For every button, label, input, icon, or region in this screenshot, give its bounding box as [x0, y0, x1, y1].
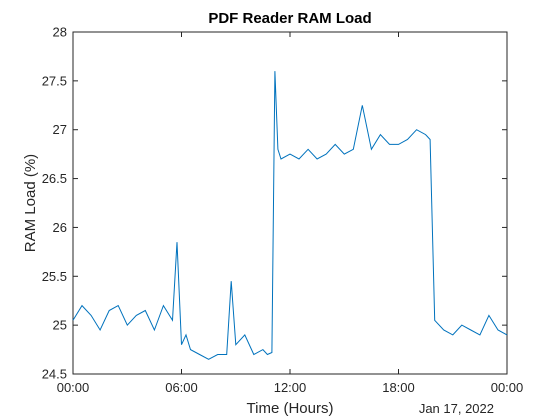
x-tick-label: 06:00 — [165, 380, 198, 395]
chart-title: PDF Reader RAM Load — [208, 10, 371, 27]
y-tick-label: 27.5 — [42, 73, 67, 88]
date-label: Jan 17, 2022 — [419, 401, 494, 416]
x-tick-label: 00:00 — [491, 380, 524, 395]
x-tick-label: 00:00 — [57, 380, 90, 395]
x-tick-label: 18:00 — [382, 380, 415, 395]
y-tick-label: 25.5 — [42, 269, 67, 284]
x-axis-title: Time (Hours) — [247, 400, 334, 417]
y-tick-label: 26.5 — [42, 171, 67, 186]
x-axis: 00:00 06:00 12:00 18:00 00:00 — [57, 32, 524, 395]
y-tick-label: 27 — [53, 122, 67, 137]
plot-area: 24.5 25 25.5 26 26.5 27 27.5 28 00:00 06:00 12:00… — [42, 25, 524, 396]
y-tick-label: 24.5 — [42, 367, 67, 382]
y-tick-label: 25 — [53, 318, 67, 333]
axes-box — [72, 31, 508, 375]
x-tick-label: 12:00 — [274, 380, 307, 395]
y-axis-title: RAM Load (%) — [22, 154, 39, 252]
y-tick-label: 26 — [53, 220, 67, 235]
y-axis: 24.5 25 25.5 26 26.5 27 27.5 28 — [42, 25, 507, 382]
y-tick-label: 28 — [53, 25, 67, 40]
series-line-ram-load — [72, 71, 508, 360]
